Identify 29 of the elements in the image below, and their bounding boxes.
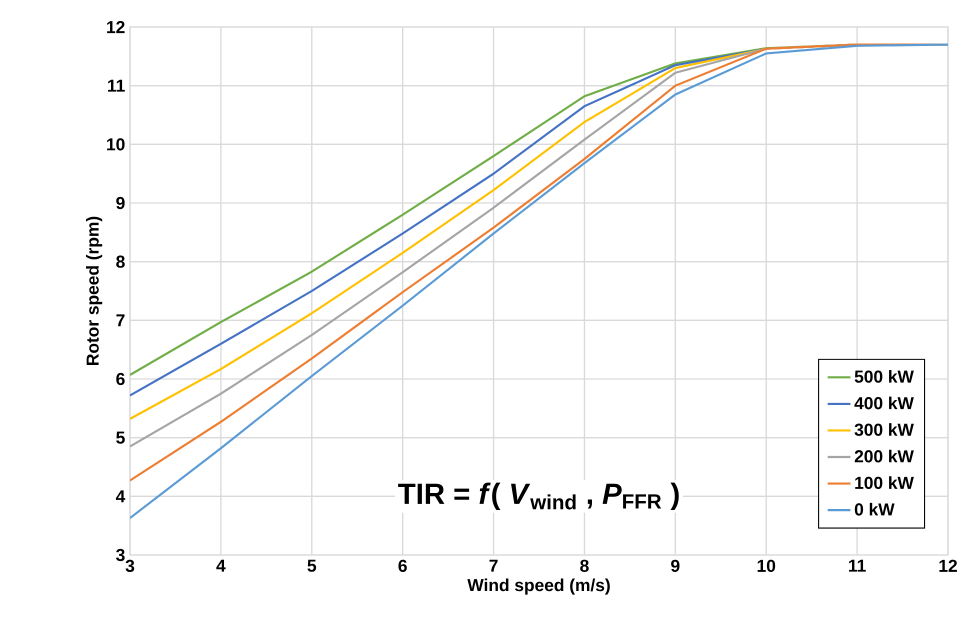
x-tick-label: 5 [308, 560, 316, 572]
legend-label: 0 kW [854, 502, 895, 516]
text: TIR = f( V$_{wind}$ , P$_{FFR}$ ) [398, 482, 679, 510]
legend-label: 500 kW [854, 370, 914, 383]
y-axis-title: Rotor speed (rpm) [86, 216, 102, 365]
x-tick-label: 11 [849, 560, 866, 572]
y-tick-label: 3 [116, 548, 125, 562]
y-tick-label: 9 [116, 196, 125, 210]
x-tick-label: 4 [216, 560, 226, 572]
x-tick-label: 9 [671, 560, 680, 572]
y-tick-label: 11 [108, 80, 125, 92]
y-tick-label: 4 [116, 490, 126, 502]
y-tick-label: 10 [107, 138, 125, 150]
x-tick-label: 8 [580, 560, 589, 572]
y-tick-label: 6 [116, 372, 125, 386]
legend-label: 200 kW [854, 450, 914, 462]
x-tick-label: 7 [489, 560, 498, 572]
legend-label: 100 kW [855, 476, 914, 490]
y-tick-label: 12 [107, 20, 125, 34]
x-axis-title: Wind speed (m/s) [467, 578, 610, 595]
x-tick-label: 3 [126, 560, 134, 572]
x-tick-label: 12 [939, 560, 957, 572]
y-tick-label: 5 [116, 432, 125, 444]
legend-label: 400 kW [854, 396, 914, 410]
x-tick-label: 10 [758, 560, 776, 572]
x-tick-label: 6 [398, 560, 407, 572]
y-tick-label: 8 [116, 256, 125, 268]
y-tick-label: 7 [116, 314, 125, 326]
legend-label: 300 kW [854, 423, 914, 436]
